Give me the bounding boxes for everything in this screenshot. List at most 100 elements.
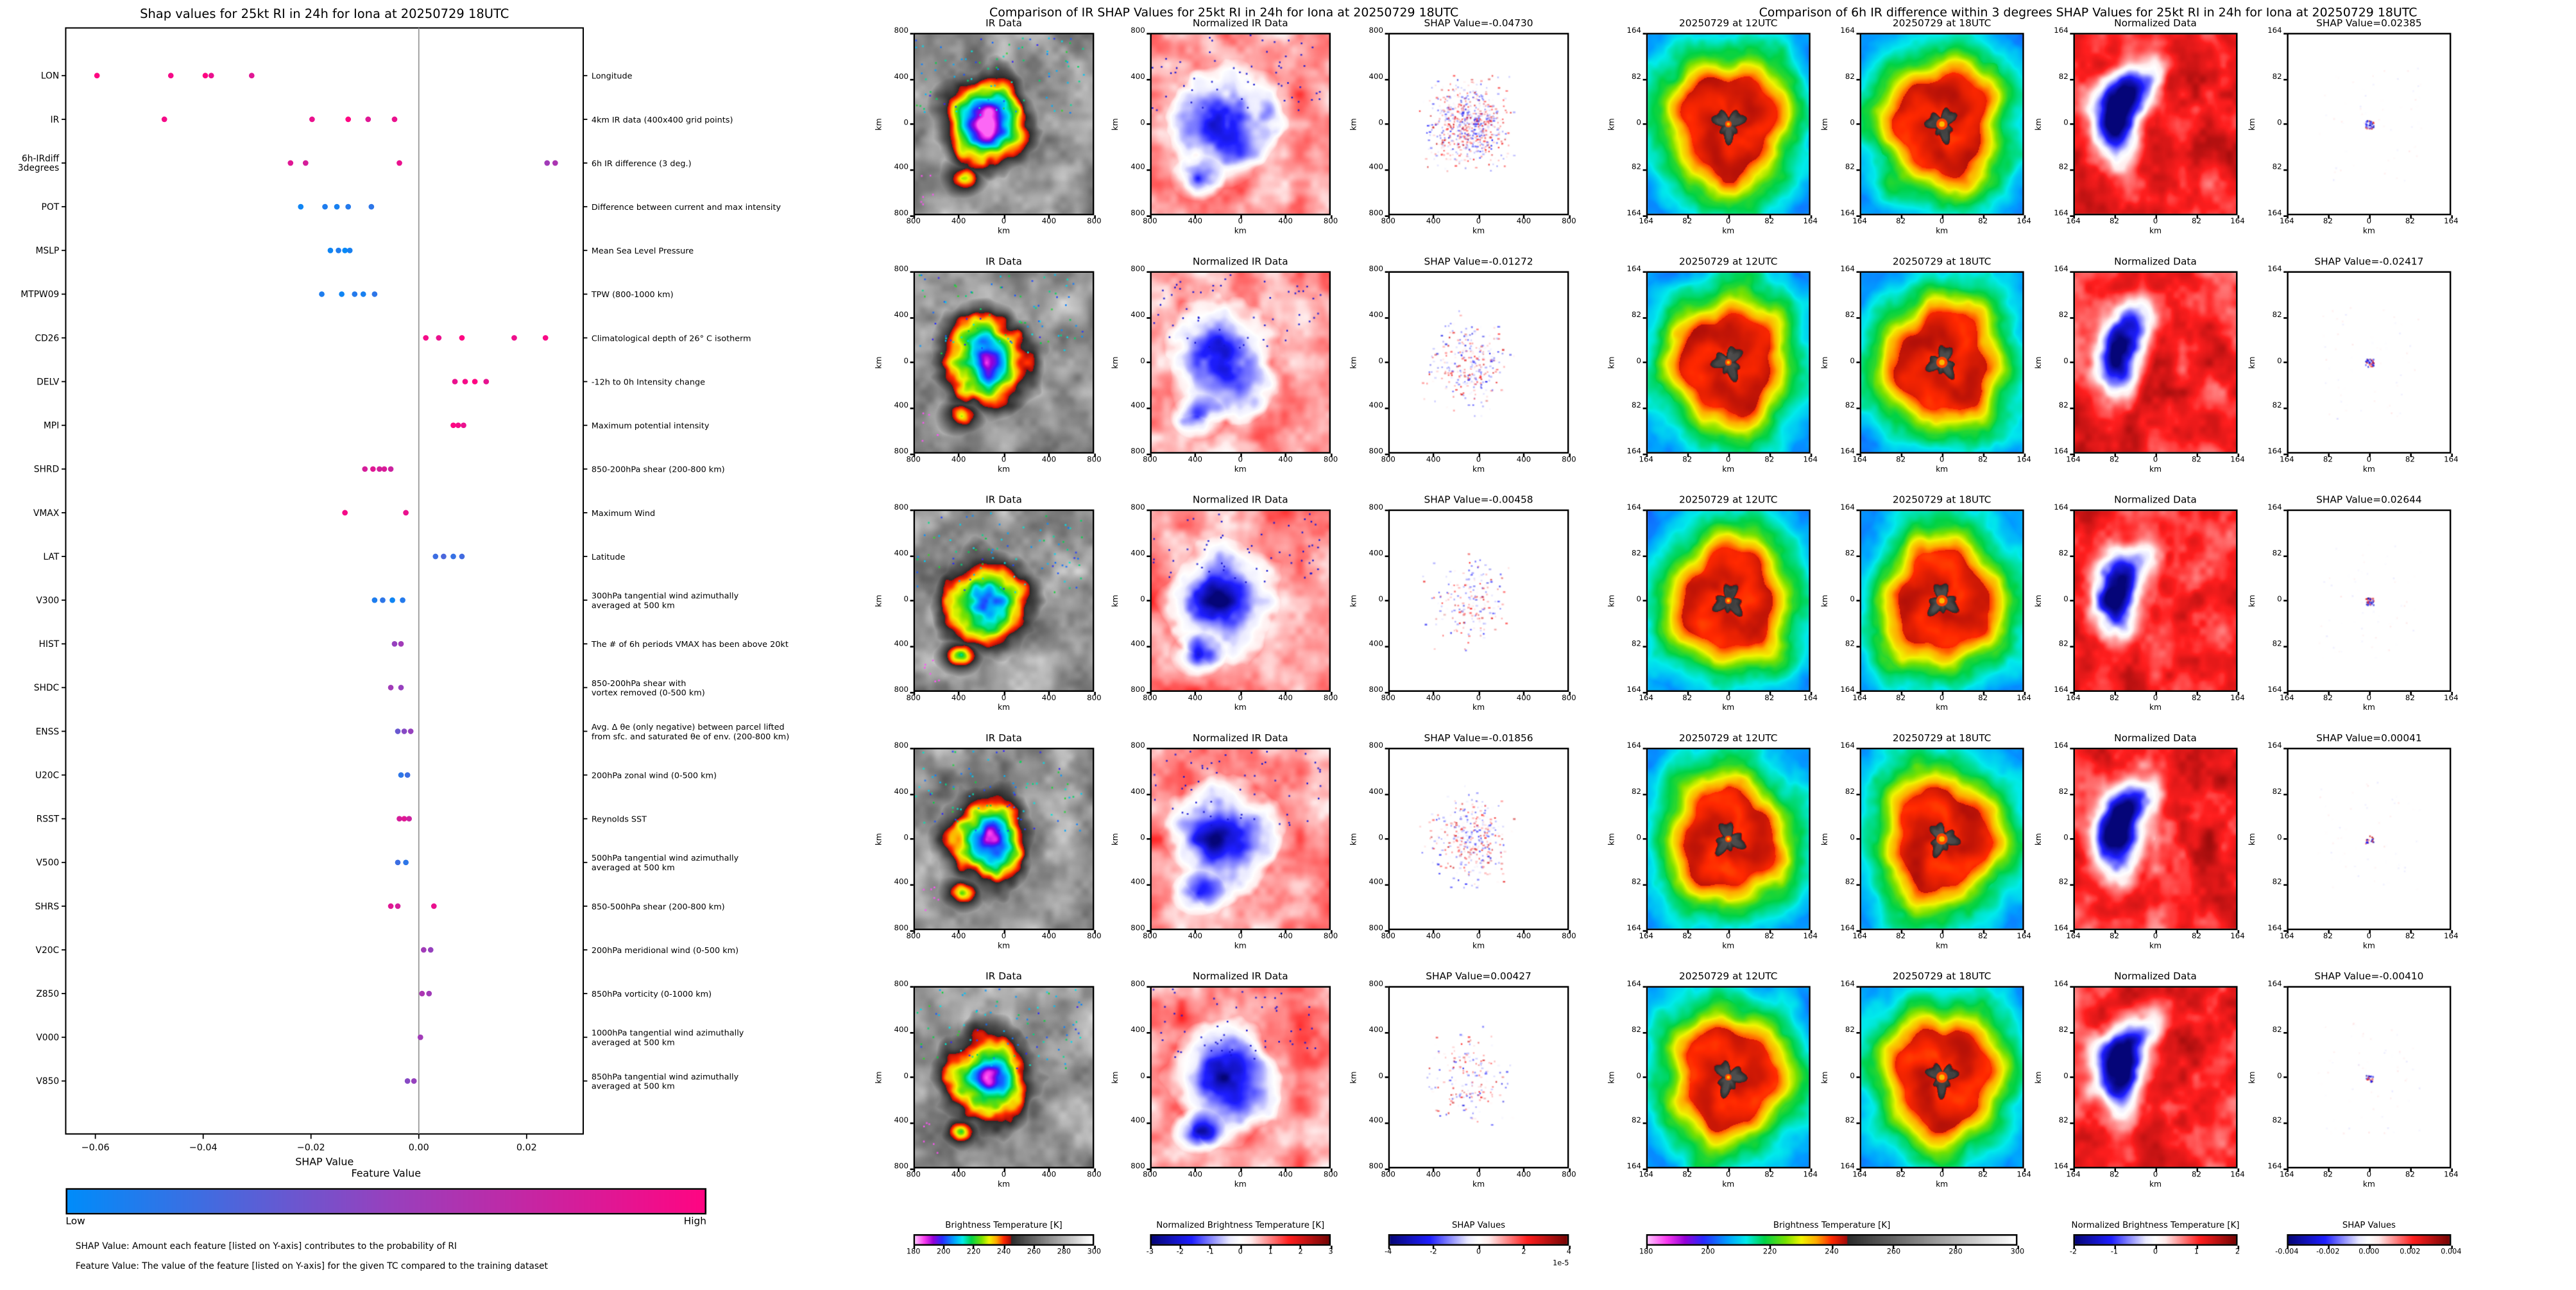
x-tick-label: 0: [2153, 933, 2158, 942]
y-tick-label: 400: [894, 403, 909, 412]
tick-mark: [1146, 453, 1150, 454]
tick-mark: [2154, 692, 2156, 696]
colorbar-label: SHAP Values: [1451, 1220, 1506, 1230]
svg-text:Longitude: Longitude: [592, 72, 633, 82]
svg-text:Mean Sea Level Pressure: Mean Sea Level Pressure: [592, 246, 694, 256]
y-tick-label: 82: [2272, 641, 2282, 650]
x-tick-label: 164: [1639, 695, 1653, 703]
tick-mark: [1642, 361, 1646, 363]
y-tick-label: 164: [1626, 925, 1642, 934]
colorbar-tick-label: 280: [1057, 1248, 1071, 1257]
x-axis-label: km: [2362, 943, 2375, 952]
y-tick-label: 0: [903, 834, 909, 843]
mid-norm-panel: [1150, 271, 1331, 454]
svg-text:500hPa tangential wind azimuth: 500hPa tangential wind azimuthally: [592, 854, 739, 863]
feature-value-colorbar-title: Feature Value: [351, 1168, 421, 1180]
y-tick-label: 0: [1378, 357, 1384, 366]
x-tick-label: 800: [906, 456, 921, 465]
mid-shap-title: SHAP Value=-0.04730: [1424, 17, 1533, 30]
tick-mark: [1093, 1245, 1095, 1250]
x-tick-label: 0: [1001, 933, 1007, 942]
x-tick-label: 82: [2192, 1171, 2202, 1180]
y-tick-label: 400: [1369, 165, 1384, 173]
y-tick-label: 82: [1845, 880, 1855, 888]
tick-mark: [2069, 1076, 2074, 1078]
tick-mark: [1855, 884, 1860, 885]
y-tick-label: 800: [894, 687, 909, 696]
x-tick-label: 82: [2109, 933, 2119, 942]
y-tick-label: 0: [1636, 357, 1642, 366]
tick-mark: [1240, 1168, 1241, 1173]
y-tick-label: 0: [2277, 1072, 2282, 1081]
tick-mark: [958, 692, 959, 696]
tick-mark: [2069, 1031, 2074, 1033]
x-tick-label: 82: [2405, 933, 2415, 942]
y-axis-label: km: [876, 832, 885, 845]
svg-text:−0.06: −0.06: [81, 1142, 110, 1153]
x-tick-label: 164: [2066, 218, 2081, 227]
y-tick-label: 164: [2267, 981, 2282, 990]
x-tick-label: 800: [1562, 218, 1576, 227]
mid-ir-panel: [913, 33, 1095, 216]
tick-mark: [1003, 453, 1005, 458]
x-axis-label: km: [997, 1182, 1011, 1190]
shap-beeswarm-plot: Shap values for 25kt RI in 24h for Iona …: [18, 6, 789, 1167]
x-tick-label: 82: [1682, 218, 1693, 227]
x-tick-label: 400: [951, 218, 966, 227]
colorbar-tick-label: 180: [906, 1248, 921, 1257]
tick-mark: [1478, 930, 1480, 934]
right-eye18-title: 20250729 at 18UTC: [1892, 970, 1992, 983]
tick-mark: [2237, 930, 2239, 934]
svg-text:Latitude: Latitude: [592, 553, 626, 562]
x-tick-label: 0: [1238, 933, 1243, 942]
tick-mark: [1048, 1168, 1050, 1173]
tick-mark: [1769, 692, 1770, 696]
y-tick-label: 0: [1140, 357, 1145, 366]
tick-mark: [1146, 169, 1150, 171]
tick-mark: [1941, 930, 1943, 934]
tick-mark: [2113, 930, 2115, 934]
colorbar-tick-label: 240: [996, 1248, 1011, 1257]
x-tick-label: 400: [1426, 933, 1441, 942]
tick-mark: [958, 453, 959, 458]
x-tick-label: 164: [2280, 456, 2294, 465]
tick-mark: [1385, 1167, 1388, 1169]
x-tick-label: 82: [2323, 1171, 2333, 1180]
x-tick-label: 82: [1682, 1171, 1693, 1180]
y-axis-label: km: [1113, 356, 1122, 368]
right-shapR-panel: [2287, 33, 2452, 216]
svg-text:V300: V300: [36, 596, 59, 606]
y-tick-label: 164: [1840, 504, 1855, 513]
svg-text:SHDC: SHDC: [34, 683, 59, 693]
tick-mark: [1240, 1245, 1241, 1250]
x-tick-label: 164: [2280, 218, 2294, 227]
ir-diff-shap-section-title: Comparison of 6h IR difference within 3 …: [1759, 4, 2418, 20]
tick-mark: [1330, 692, 1331, 696]
tick-mark: [2450, 930, 2452, 934]
right-normR-panel: [2073, 271, 2238, 454]
y-tick-label: 82: [2058, 1118, 2068, 1127]
y-tick-label: 82: [2272, 550, 2282, 559]
tick-mark: [2072, 215, 2074, 219]
svg-text:POT: POT: [42, 202, 60, 212]
y-tick-label: 82: [2272, 165, 2282, 173]
tick-mark: [2154, 1245, 2156, 1250]
tick-mark: [1707, 1245, 1709, 1250]
tick-mark: [2283, 884, 2287, 885]
tick-mark: [1209, 1245, 1211, 1250]
right-normR-title: Normalized Data: [2114, 970, 2197, 983]
tick-mark: [1385, 214, 1388, 216]
svg-text:HIST: HIST: [39, 639, 60, 649]
mid-norm-title: Normalized IR Data: [1192, 732, 1288, 744]
y-tick-label: 0: [1378, 119, 1384, 128]
tick-mark: [1642, 747, 1646, 748]
svg-text:averaged at 500 km: averaged at 500 km: [592, 1082, 675, 1092]
y-tick-label: 82: [2058, 165, 2068, 173]
tick-mark: [2450, 1168, 2452, 1173]
right-eye12-panel: [1646, 271, 1811, 454]
x-tick-label: 0: [1238, 456, 1243, 465]
x-axis-label: km: [1722, 705, 1735, 714]
y-axis-label: km: [1608, 594, 1617, 606]
x-tick-label: 0: [1939, 933, 1945, 942]
y-axis-label: km: [1113, 117, 1122, 130]
